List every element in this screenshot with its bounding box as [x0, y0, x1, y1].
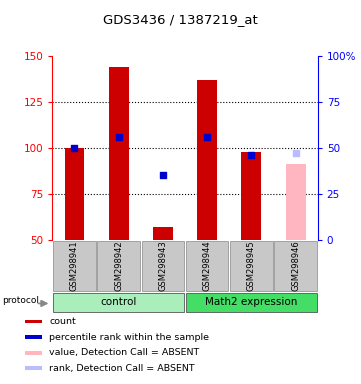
Bar — [153, 227, 173, 240]
Text: percentile rank within the sample: percentile rank within the sample — [49, 333, 209, 342]
Text: Math2 expression: Math2 expression — [205, 297, 297, 308]
Bar — [65, 148, 84, 240]
Bar — [25, 351, 42, 355]
Bar — [197, 79, 217, 240]
FancyBboxPatch shape — [230, 240, 273, 291]
Bar — [25, 319, 42, 323]
Point — [116, 134, 122, 140]
FancyBboxPatch shape — [97, 240, 140, 291]
Text: GSM298941: GSM298941 — [70, 241, 79, 291]
Text: control: control — [100, 297, 137, 308]
Text: GSM298942: GSM298942 — [114, 241, 123, 291]
Text: rank, Detection Call = ABSENT: rank, Detection Call = ABSENT — [49, 364, 195, 373]
Bar — [25, 366, 42, 370]
Bar — [242, 152, 261, 240]
Point — [71, 145, 77, 151]
Bar — [25, 335, 42, 339]
FancyBboxPatch shape — [186, 293, 317, 312]
FancyBboxPatch shape — [142, 240, 184, 291]
FancyBboxPatch shape — [53, 293, 184, 312]
Point — [248, 152, 254, 158]
Text: protocol: protocol — [3, 296, 40, 305]
Text: count: count — [49, 317, 76, 326]
Text: GSM298943: GSM298943 — [158, 240, 168, 291]
Point — [293, 150, 299, 156]
Text: GDS3436 / 1387219_at: GDS3436 / 1387219_at — [103, 13, 258, 26]
Text: GSM298946: GSM298946 — [291, 240, 300, 291]
Text: value, Detection Call = ABSENT: value, Detection Call = ABSENT — [49, 348, 200, 357]
FancyBboxPatch shape — [53, 240, 96, 291]
Point — [160, 172, 166, 179]
FancyBboxPatch shape — [186, 240, 229, 291]
Bar — [109, 67, 129, 240]
Bar — [286, 164, 305, 240]
Text: GSM298944: GSM298944 — [203, 241, 212, 291]
FancyBboxPatch shape — [274, 240, 317, 291]
Text: GSM298945: GSM298945 — [247, 241, 256, 291]
Point — [204, 134, 210, 140]
